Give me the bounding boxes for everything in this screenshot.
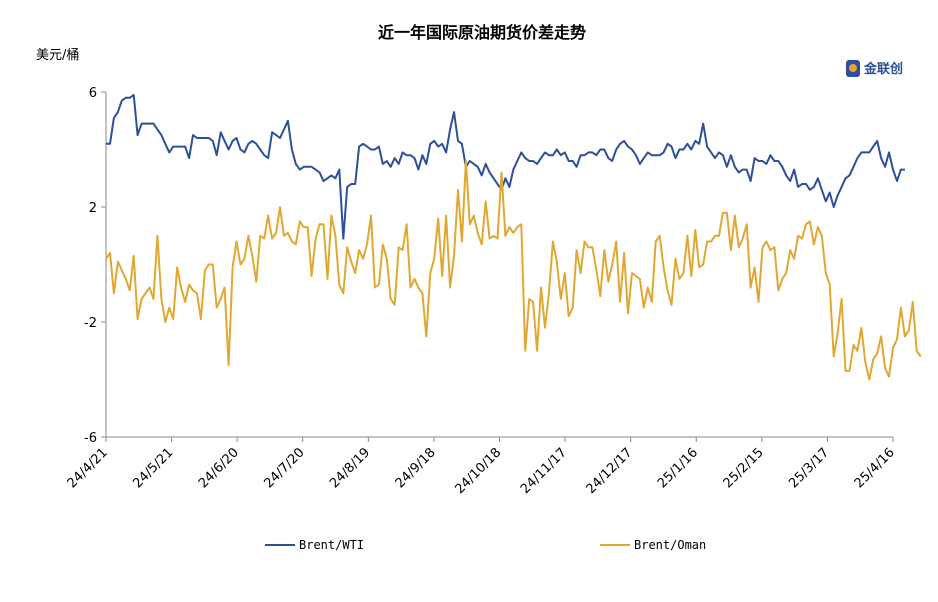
- series-line-brent-wti: [106, 93, 905, 240]
- series-line-brent-oman: [105, 160, 922, 381]
- y-axis-unit: 美元/桶: [36, 48, 79, 63]
- axes: 6 2 -2 -624/4/21 24/5/21 24/6/20 24/7/20 24/8/1…: [65, 86, 898, 497]
- x-tick-label: 24/8/19: [327, 445, 373, 491]
- x-tick-label: 25/1/16: [655, 445, 701, 491]
- x-tick-label: 24/11/17: [518, 445, 570, 497]
- logo-dot: [849, 64, 857, 72]
- x-tick-label: 24/12/17: [584, 445, 636, 497]
- y-tick-label: -6: [84, 431, 97, 446]
- x-tick-label: 24/6/20: [196, 445, 242, 491]
- chart-title: 近一年国际原油期货价差走势: [378, 23, 586, 42]
- x-tick-label: 24/5/21: [130, 445, 176, 491]
- y-tick-label: 6: [89, 86, 97, 101]
- x-tick-label: 24/7/20: [262, 445, 308, 491]
- legend: Brent/WTI Brent/Oman: [265, 538, 706, 552]
- y-tick-label: 2: [89, 201, 97, 216]
- x-tick-label: 24/4/21: [65, 445, 111, 491]
- legend-label: Brent/WTI: [299, 538, 364, 552]
- legend-label: Brent/Oman: [634, 538, 706, 552]
- logo-text: 金联创: [863, 61, 903, 77]
- x-tick-label: 25/2/15: [721, 445, 767, 491]
- logo: 金联创: [846, 60, 903, 77]
- x-tick-label: 24/9/18: [393, 445, 439, 491]
- y-tick-label: -2: [84, 316, 97, 331]
- x-tick-label: 25/4/16: [852, 445, 898, 491]
- x-tick-label: 24/10/18: [452, 445, 504, 497]
- series-layer: [105, 93, 922, 381]
- x-tick-label: 25/3/17: [786, 445, 832, 491]
